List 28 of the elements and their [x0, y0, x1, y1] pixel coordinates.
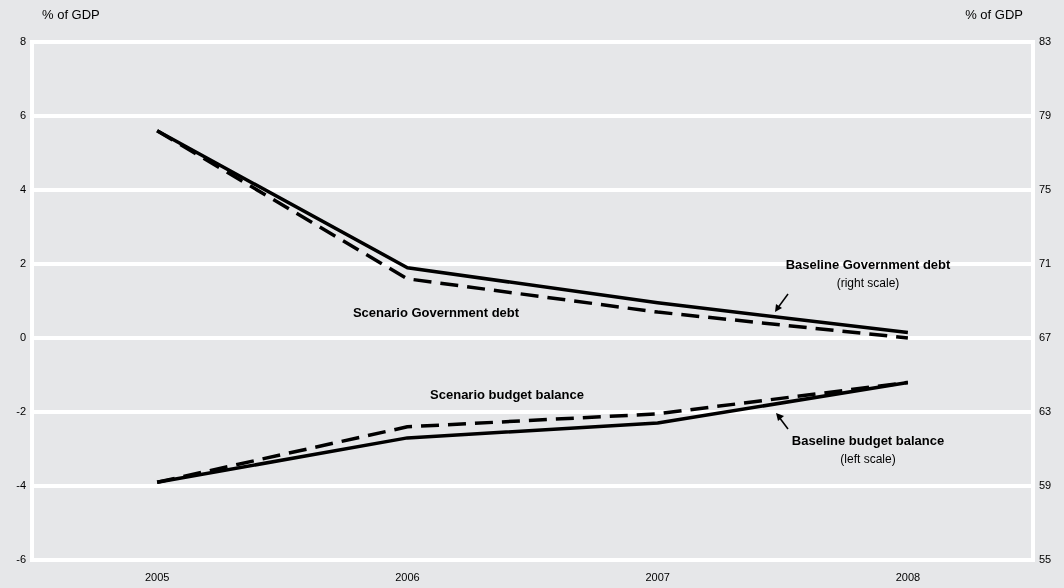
y-tick-label: 6 [19, 109, 26, 122]
y2-tick-label: 71 [1039, 257, 1052, 270]
annotation: (right scale) [836, 276, 900, 291]
y-axis-title: % of GDP [42, 6, 100, 22]
series-label: Scenario budget balance [430, 386, 584, 402]
y2-tick-label: 55 [1039, 553, 1052, 566]
y2-tick-label: 75 [1039, 183, 1052, 196]
y-tick-label: 4 [19, 183, 26, 196]
y-tick-label: 0 [19, 331, 26, 344]
x-tick-label: 2006 [395, 570, 420, 583]
y-tick-label: 8 [19, 35, 26, 48]
y-tick-label: -6 [16, 553, 26, 566]
y2-tick-label: 59 [1039, 479, 1052, 492]
annotation: Baseline Government debt [785, 256, 952, 272]
annotation: (left scale) [840, 452, 896, 467]
y-tick-label: -2 [16, 405, 26, 418]
y2-tick-label: 63 [1039, 405, 1052, 418]
x-tick-label: 2008 [895, 570, 921, 583]
x-tick-label: 2005 [144, 570, 170, 583]
y2-tick-label: 79 [1039, 109, 1052, 122]
annotation: Baseline budget balance [791, 432, 945, 448]
series-label: Scenario Government debt [352, 304, 520, 320]
y2-axis-title: % of GDP [965, 6, 1023, 22]
y-tick-label: 2 [19, 257, 26, 270]
y2-tick-label: 67 [1039, 331, 1052, 344]
y-tick-label: -4 [16, 479, 26, 492]
x-tick-label: 2007 [645, 570, 670, 583]
y2-tick-label: 83 [1039, 35, 1052, 48]
